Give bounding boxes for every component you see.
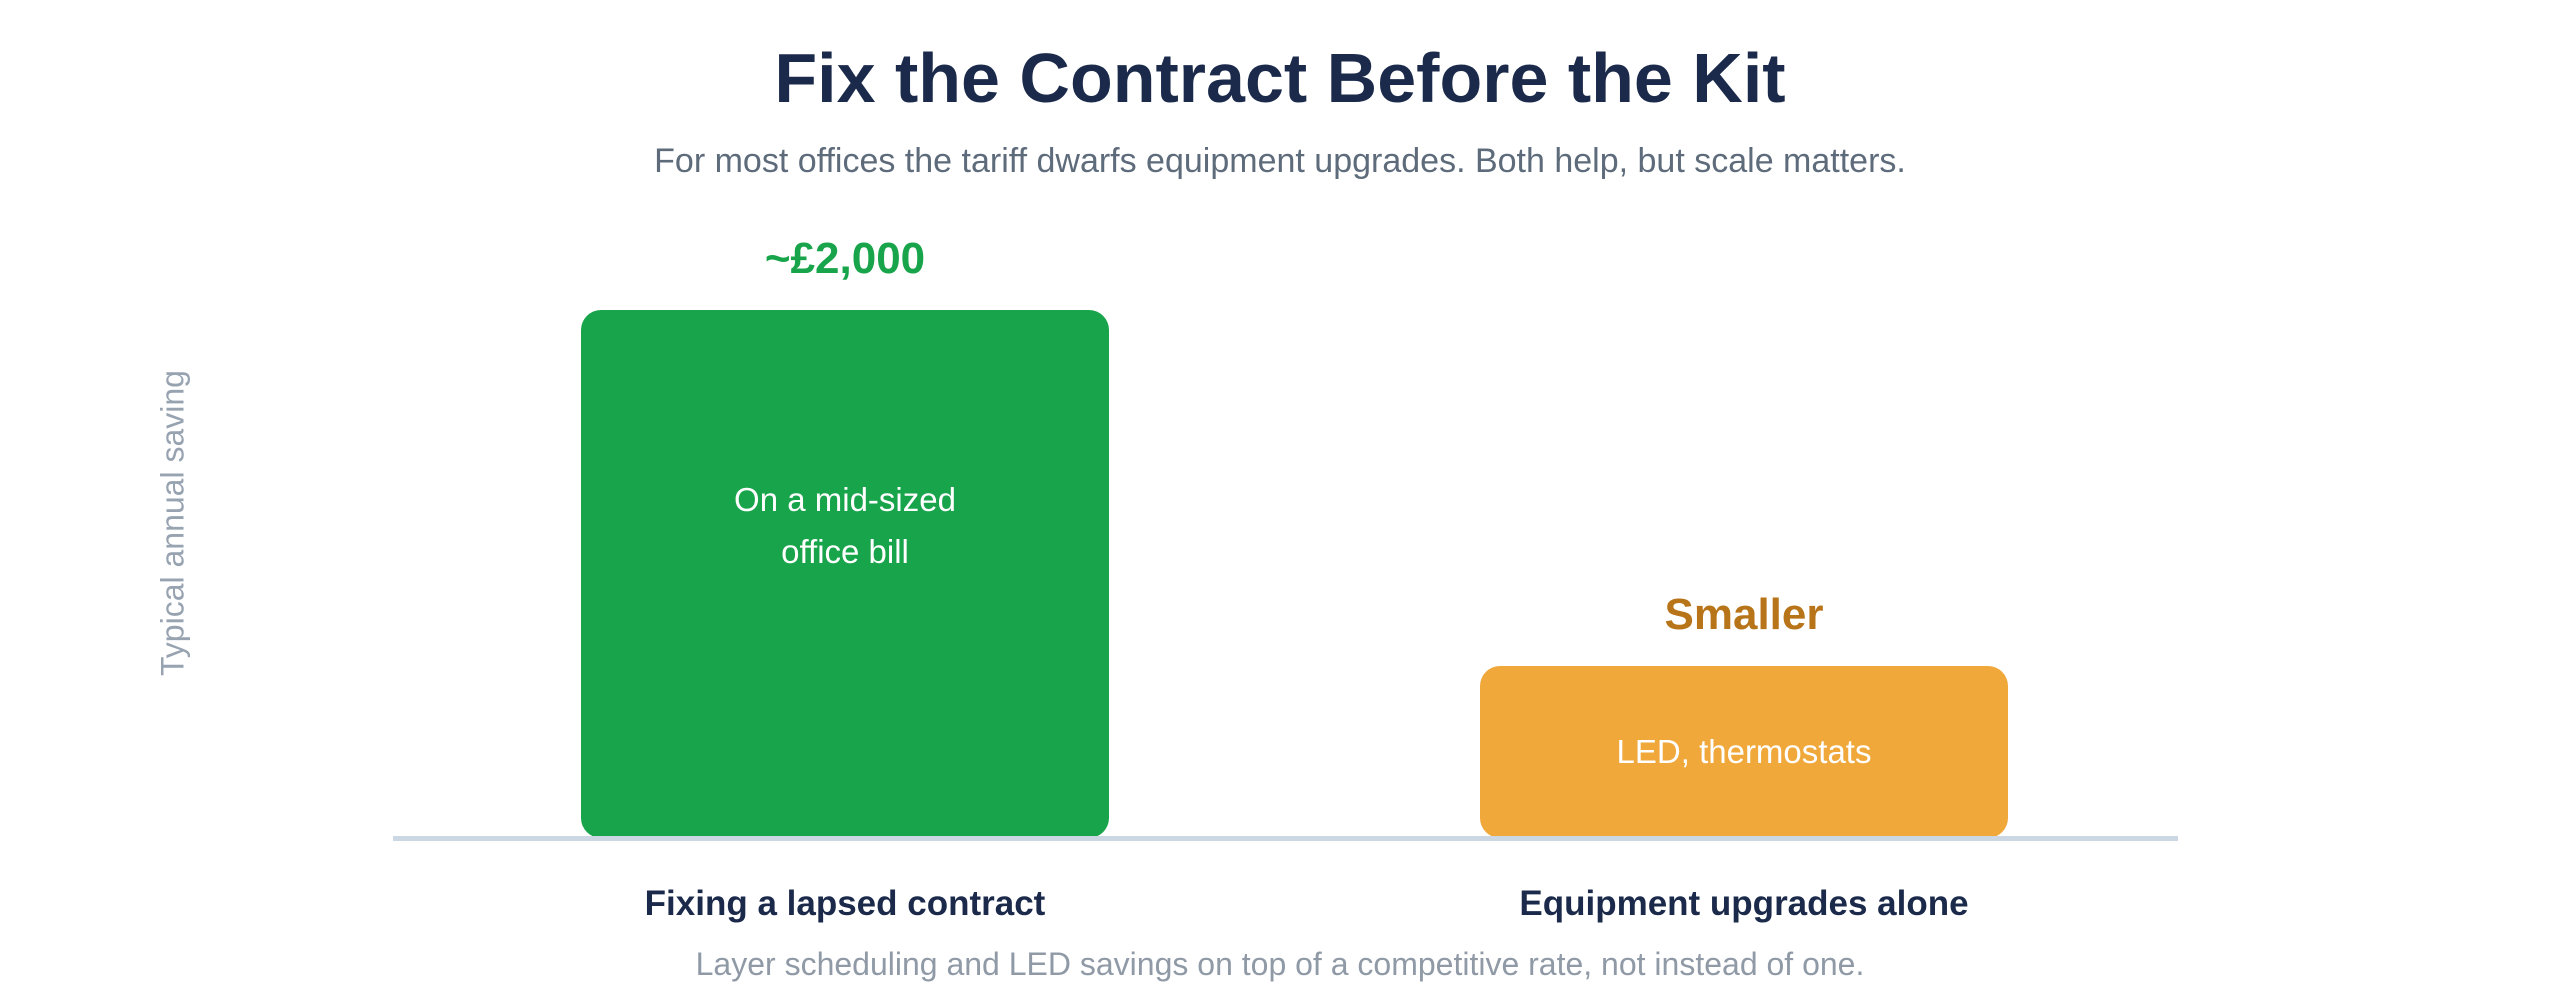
chart-subtitle: For most offices the tariff dwarfs equip… bbox=[654, 142, 1906, 180]
value-label-2: Smaller bbox=[1664, 590, 1824, 639]
bar-2: LED, thermostats bbox=[1480, 666, 2008, 838]
y-axis-label: Typical annual saving bbox=[154, 370, 191, 676]
category-label-2: Equipment upgrades alone bbox=[1519, 884, 1969, 923]
x-axis-baseline bbox=[393, 836, 2178, 841]
chart-title: Fix the Contract Before the Kit bbox=[774, 39, 1786, 117]
chart-footnote: Layer scheduling and LED savings on top … bbox=[695, 946, 1865, 982]
category-label-1: Fixing a lapsed contract bbox=[644, 884, 1046, 923]
bar-1: On a mid-sized office bill bbox=[581, 310, 1109, 838]
value-label-1: ~£2,000 bbox=[764, 234, 926, 283]
bar-note-2: LED, thermostats bbox=[1616, 733, 1872, 770]
bar-note-1: On a mid-sized office bill bbox=[734, 481, 956, 570]
